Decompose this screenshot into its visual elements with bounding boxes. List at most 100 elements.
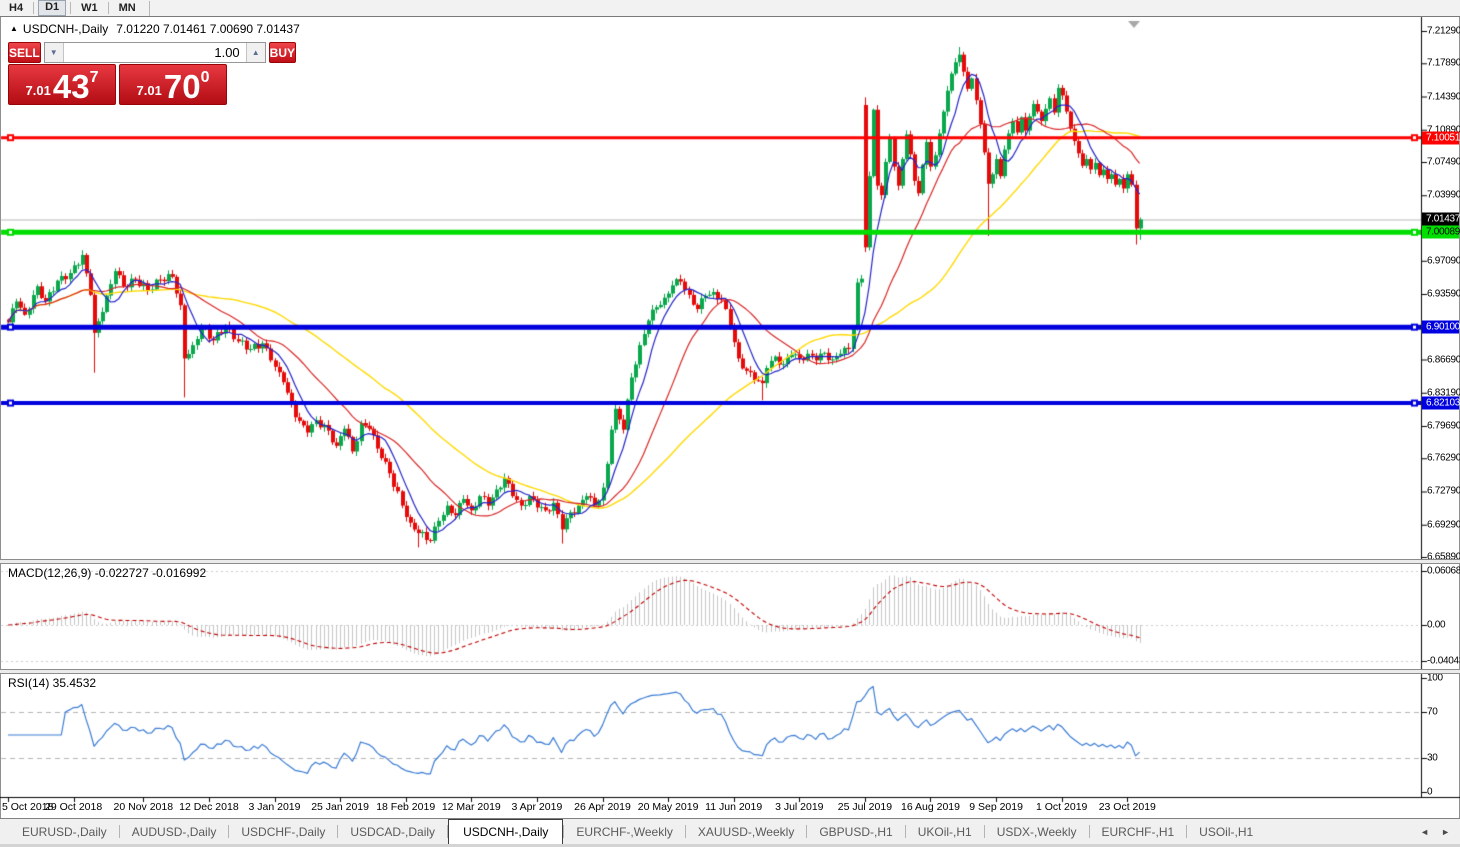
price-tick-label: 6.83190	[1427, 387, 1460, 399]
chart-tab-eurchf-h1[interactable]: EURCHF-,H1	[1101, 824, 1175, 839]
chart-tab-gbpusd-h1[interactable]: GBPUSD-,H1	[819, 824, 893, 839]
volume-input[interactable]	[63, 43, 246, 62]
sell-price-pipette: 7	[89, 69, 99, 86]
chart-title: ▲ USDCNH-,Daily 7.01220 7.01461 7.00690 7.…	[10, 22, 300, 36]
panel-splitter[interactable]	[0, 669, 1460, 674]
rsi-tick-label: 70	[1427, 706, 1438, 718]
timeframe-button-mn[interactable]: MN	[118, 2, 136, 14]
date-tick-label: 12 Dec 2018	[179, 801, 239, 813]
date-tick-label: 23 Oct 2019	[1098, 801, 1156, 813]
collapse-arrow-icon[interactable]: ▲	[10, 24, 18, 33]
date-tick-label: 12 Mar 2019	[441, 801, 501, 813]
price-tick-label: 6.65890	[1427, 551, 1460, 563]
date-tick-label: 29 Oct 2018	[44, 801, 103, 813]
macd-tick-label: 0.060687	[1427, 565, 1460, 577]
date-tick-label: 20 Nov 2018	[113, 801, 174, 813]
price-tick-label: 6.69290	[1427, 519, 1460, 531]
date-tick-label: 18 Feb 2019	[376, 801, 436, 813]
tab-divider	[684, 825, 686, 838]
tab-divider	[337, 825, 339, 838]
support-line-label: 7.00089	[1422, 225, 1460, 239]
chart-tab-usdchf-daily[interactable]: USDCHF-,Daily	[241, 824, 326, 839]
macd-tick-label: 0.00	[1427, 619, 1446, 631]
chart-tab-usoil-h1[interactable]: USOil-,H1	[1199, 824, 1254, 839]
tabs-scroll-arrows: ◄ ►	[1410, 819, 1460, 844]
down-arrow-icon: ▼	[49, 48, 58, 57]
toolbar-separator	[148, 0, 150, 16]
chart-tab-eurchf-weekly[interactable]: EURCHF-,Weekly	[576, 824, 673, 839]
chart-tab-audusd-daily[interactable]: AUDUSD-,Daily	[131, 824, 217, 839]
buy-price-display[interactable]: 7.01 70 0	[119, 64, 227, 105]
rsi-tick-label: 0	[1427, 786, 1433, 798]
chart-symbol-period: USDCNH-,Daily	[22, 22, 109, 36]
date-tick-label: 9 Sep 2019	[969, 801, 1023, 813]
price-tick-label: 7.21290	[1427, 25, 1460, 37]
tab-divider	[904, 825, 906, 838]
tab-divider	[447, 825, 449, 838]
timeframe-button-h4[interactable]: H4	[9, 2, 24, 14]
tabs-scroll-left-icon[interactable]: ◄	[1420, 826, 1430, 837]
chart-tab-usdcad-daily[interactable]: USDCAD-,Daily	[350, 824, 436, 839]
sell-price-big-digits: 43	[52, 67, 90, 105]
chart-tab-usdcnh-daily[interactable]: USDCNH-,Daily	[448, 819, 564, 844]
rsi-indicator-label: RSI(14) 35.4532	[8, 676, 97, 690]
chart-ohlc-values: 7.01220 7.01461 7.00690 7.01437	[116, 22, 300, 36]
price-tick-label: 6.79690	[1427, 420, 1460, 432]
sell-button[interactable]: SELL	[8, 42, 41, 63]
date-tick-label: 3 Apr 2019	[511, 801, 563, 813]
volume-decrease-button[interactable]: ▼	[44, 43, 64, 62]
buy-price-pipette: 0	[200, 69, 210, 86]
tab-divider	[983, 825, 985, 838]
timeframe-button-d1[interactable]: D1	[38, 0, 67, 16]
date-tick-label: 26 Apr 2019	[574, 801, 631, 813]
price-tick-label: 6.93590	[1427, 288, 1460, 300]
rsi-tick-label: 100	[1427, 672, 1443, 684]
price-tick-label: 7.07490	[1427, 156, 1460, 168]
price-tick-label: 7.03990	[1427, 189, 1460, 201]
sell-price-display[interactable]: 7.01 43 7	[8, 64, 116, 105]
support-line-label: 6.90100	[1422, 320, 1460, 334]
date-tick-label: 25 Jan 2019	[311, 801, 369, 813]
tab-divider	[118, 825, 120, 838]
price-tick-label: 6.97090	[1427, 255, 1460, 267]
volume-increase-button[interactable]: ▲	[245, 43, 265, 62]
price-tick-label: 6.72790	[1427, 485, 1460, 497]
sell-price-prefix: 7.01	[25, 83, 51, 98]
timeframe-button-w1[interactable]: W1	[81, 2, 98, 14]
chart-tab-ukoil-h1[interactable]: UKOil-,H1	[917, 824, 972, 839]
macd-indicator-label: MACD(12,26,9) -0.022727 -0.016992	[8, 566, 207, 580]
chart-tab-xauusd-weekly[interactable]: XAUUSD-,Weekly	[697, 824, 795, 839]
price-tick-label: 7.17890	[1427, 57, 1460, 69]
tab-divider	[228, 825, 230, 838]
toolbar-separator	[70, 2, 72, 14]
price-tick-label: 6.76290	[1427, 452, 1460, 464]
toolbar-separator	[107, 2, 109, 14]
chart-tabs: EURUSD-,Daily AUDUSD-,Daily USDCHF-,Daily U…	[0, 819, 1410, 844]
chart-tab-eurusd-daily[interactable]: EURUSD-,Daily	[22, 824, 107, 839]
panel-splitter[interactable]	[0, 559, 1460, 564]
buy-button[interactable]: BUY	[268, 42, 297, 63]
date-tick-label: 25 Jul 2019	[837, 801, 893, 813]
support-line-label: 6.82103	[1422, 396, 1460, 410]
chart-tabs-bar: EURUSD-,Daily AUDUSD-,Daily USDCHF-,Daily U…	[0, 818, 1460, 847]
date-tick-label: 1 Oct 2019	[1036, 801, 1088, 813]
tab-divider	[806, 825, 808, 838]
price-tick-label: 7.14390	[1427, 91, 1460, 102]
volume-spinner: ▼ ▲	[43, 42, 266, 63]
tab-divider	[1186, 825, 1188, 838]
price-axis: 7.21290 7.17890 7.14390 7.10890 7.07490 7.039…	[1422, 17, 1460, 847]
up-arrow-icon: ▲	[251, 48, 260, 57]
date-tick-label: 20 May 2019	[637, 801, 699, 813]
timeframe-toolbar: H4 D1 W1 MN	[0, 0, 1460, 17]
tab-divider	[563, 825, 565, 838]
tabs-scroll-right-icon[interactable]: ►	[1441, 826, 1450, 837]
price-tick-label: 6.86690	[1427, 354, 1460, 365]
time-axis: 5 Oct 2018 29 Oct 2018 20 Nov 2018 12 Dec 2…	[0, 798, 1421, 817]
date-tick-label: 11 Jun 2019	[705, 801, 763, 813]
rsi-tick-label: 30	[1427, 752, 1438, 764]
date-tick-label: 16 Aug 2019	[901, 801, 960, 813]
chart-tab-usdx-weekly[interactable]: USDX-,Weekly	[996, 824, 1077, 839]
